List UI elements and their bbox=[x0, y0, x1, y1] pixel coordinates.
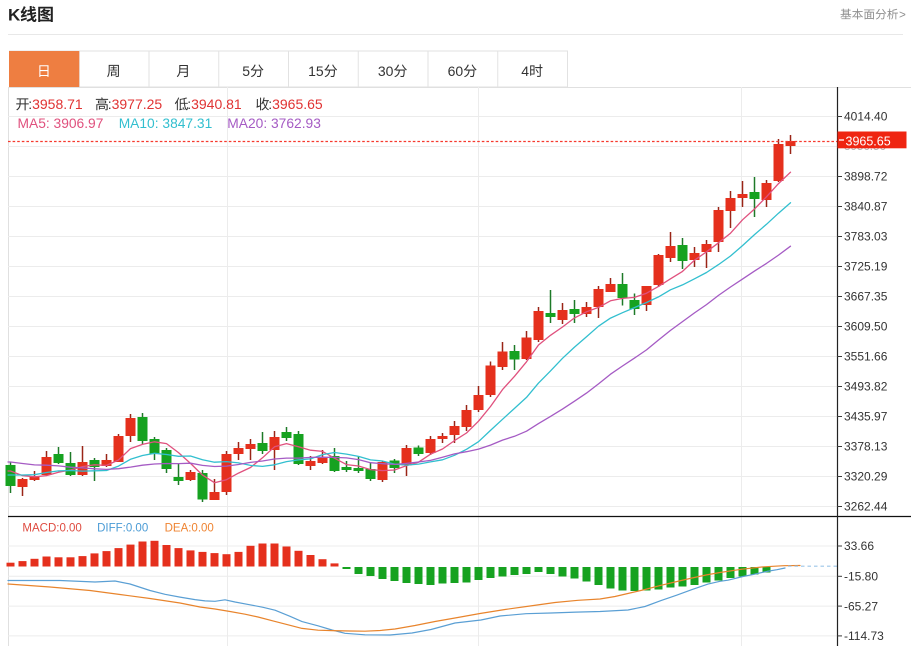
svg-text:3840.87: 3840.87 bbox=[844, 200, 888, 214]
svg-text:0: 0 bbox=[455, 63, 463, 79]
svg-text::: : bbox=[268, 96, 272, 112]
svg-text:3320.29: 3320.29 bbox=[844, 470, 888, 484]
svg-text:3667.35: 3667.35 bbox=[844, 290, 888, 304]
svg-text:3965.65: 3965.65 bbox=[272, 96, 323, 112]
svg-text::: : bbox=[28, 96, 32, 112]
svg-text:3977.25: 3977.25 bbox=[112, 96, 163, 112]
svg-text:5: 5 bbox=[316, 63, 324, 79]
svg-text:3783.03: 3783.03 bbox=[844, 230, 888, 244]
svg-text:33.66: 33.66 bbox=[844, 539, 874, 553]
svg-text::: : bbox=[108, 96, 112, 112]
svg-text:6: 6 bbox=[448, 63, 456, 79]
svg-text:5: 5 bbox=[242, 63, 250, 79]
svg-text:3: 3 bbox=[378, 63, 386, 79]
svg-text:DEA:0.00: DEA:0.00 bbox=[165, 523, 214, 535]
svg-text:3940.81: 3940.81 bbox=[191, 96, 242, 112]
svg-text:MA20: 3762.93: MA20: 3762.93 bbox=[227, 116, 321, 131]
svg-text:3609.50: 3609.50 bbox=[844, 320, 888, 334]
svg-text:3435.97: 3435.97 bbox=[844, 410, 888, 424]
svg-text:4014.40: 4014.40 bbox=[844, 110, 888, 124]
svg-text::: : bbox=[187, 96, 191, 112]
svg-text:3965.65: 3965.65 bbox=[846, 134, 891, 148]
svg-text:>: > bbox=[899, 9, 906, 22]
svg-text:-65.27: -65.27 bbox=[844, 599, 878, 613]
svg-text:3378.13: 3378.13 bbox=[844, 440, 888, 454]
svg-text:0: 0 bbox=[386, 63, 394, 79]
svg-text:3725.19: 3725.19 bbox=[844, 260, 888, 274]
svg-text:3958.71: 3958.71 bbox=[32, 96, 83, 112]
svg-text:K: K bbox=[8, 6, 21, 25]
svg-text:-15.80: -15.80 bbox=[844, 570, 878, 584]
svg-text:MACD:0.00: MACD:0.00 bbox=[22, 523, 81, 535]
svg-text:MA10: 3847.31: MA10: 3847.31 bbox=[119, 116, 213, 131]
svg-text:3551.66: 3551.66 bbox=[844, 350, 888, 364]
svg-text:3898.72: 3898.72 bbox=[844, 170, 888, 184]
svg-text:3262.44: 3262.44 bbox=[844, 500, 888, 514]
svg-text:4: 4 bbox=[521, 63, 529, 79]
svg-text:3493.82: 3493.82 bbox=[844, 380, 888, 394]
svg-text:DIFF:0.00: DIFF:0.00 bbox=[97, 523, 148, 535]
svg-text:1: 1 bbox=[308, 63, 316, 79]
svg-text:MA5: 3906.97: MA5: 3906.97 bbox=[18, 116, 104, 131]
svg-text:-114.73: -114.73 bbox=[844, 629, 884, 643]
